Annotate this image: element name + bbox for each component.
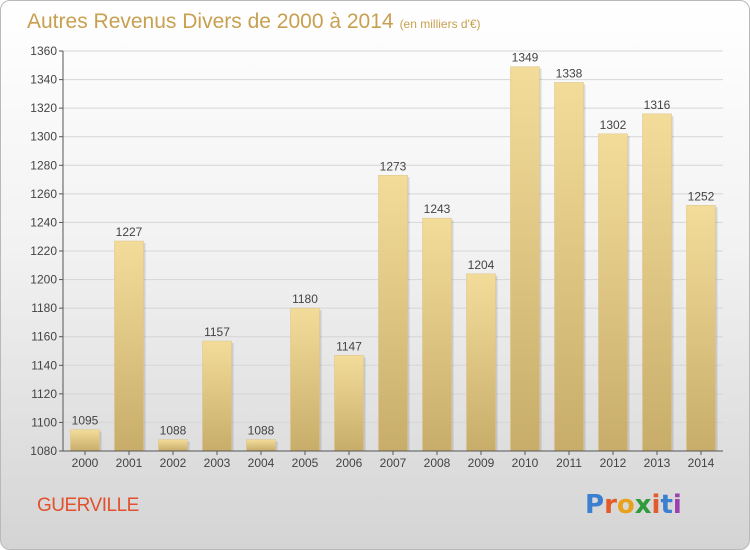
logo-letter: i <box>651 490 661 520</box>
y-tick-label: 1220 <box>30 244 57 258</box>
y-tick-label: 1100 <box>31 415 57 429</box>
axes: 1080 1100 1120 1140 1160 1180 1200 1220 1240 1260… <box>30 44 723 470</box>
y-tick-label: 1240 <box>30 215 57 229</box>
bar-2007 <box>378 175 408 452</box>
y-tick-label: 1140 <box>31 358 57 372</box>
data-label: 1338 <box>556 66 583 80</box>
y-tick-label: 1280 <box>30 158 57 172</box>
data-labels: 1095 1227 1088 1157 1088 1180 1147 1273 1243 1204… <box>72 51 715 438</box>
data-label: 1088 <box>160 424 187 438</box>
x-tick-label: 2005 <box>292 456 319 470</box>
data-label: 1095 <box>72 414 99 428</box>
logo-letter: o <box>616 490 635 520</box>
x-tick-label: 2011 <box>556 456 582 470</box>
data-label: 1302 <box>600 118 627 132</box>
data-label: 1227 <box>116 225 143 239</box>
x-tick-label: 2000 <box>72 456 99 470</box>
bar-2014 <box>686 205 716 452</box>
y-tick-label: 1260 <box>30 187 57 201</box>
bar-2001 <box>114 240 144 452</box>
bar-2011 <box>554 82 584 452</box>
data-label: 1273 <box>380 159 407 173</box>
x-tick-label: 2008 <box>424 456 451 470</box>
y-tick-label: 1080 <box>30 444 57 458</box>
bar-2004 <box>246 439 276 452</box>
y-tick-label: 1320 <box>30 101 57 115</box>
bar-2012 <box>598 133 628 452</box>
bar-2003 <box>202 340 232 452</box>
x-tick-label: 2007 <box>380 456 407 470</box>
y-tick-label: 1360 <box>30 44 57 58</box>
data-label: 1157 <box>204 325 230 339</box>
logo-letter: r <box>604 490 617 520</box>
bar-2008 <box>422 217 452 452</box>
bars <box>70 66 718 452</box>
y-tick-label: 1120 <box>31 387 57 401</box>
commune-name: GUERVILLE <box>37 495 139 516</box>
y-tick-label: 1160 <box>31 330 57 344</box>
x-tick-label: 2004 <box>248 456 275 470</box>
chart-title: Autres Revenus Divers de 2000 à 2014 (en … <box>27 10 481 34</box>
x-tick-label: 2013 <box>644 456 671 470</box>
x-tick-label: 2006 <box>336 456 363 470</box>
data-label: 1088 <box>248 424 275 438</box>
data-label: 1180 <box>292 292 318 306</box>
data-label: 1147 <box>336 339 362 353</box>
bar-2010 <box>510 66 540 452</box>
logo-letter: t <box>660 490 673 520</box>
data-label: 1316 <box>644 98 671 112</box>
bar-2005 <box>290 307 320 452</box>
x-tick-label: 2012 <box>600 456 627 470</box>
bar-2009 <box>466 273 496 452</box>
y-tick-label: 1340 <box>30 73 57 87</box>
bar-2006 <box>334 355 364 452</box>
bar-2013 <box>642 113 672 452</box>
chart-subtitle: (en milliers d'€) <box>399 17 481 31</box>
x-tick-label: 2002 <box>160 456 187 470</box>
x-tick-label: 2010 <box>512 456 539 470</box>
y-tick-label: 1180 <box>31 301 57 315</box>
data-label: 1252 <box>688 189 715 203</box>
bar-2002 <box>158 439 188 452</box>
x-tick-label: 2014 <box>688 456 715 470</box>
bar-2000 <box>70 429 100 452</box>
data-label: 1243 <box>424 202 451 216</box>
logo-letter: P <box>585 490 605 520</box>
x-tick-label: 2009 <box>468 456 495 470</box>
logo-letter: i <box>672 490 682 520</box>
data-label: 1204 <box>468 258 495 272</box>
y-tick-label: 1300 <box>30 130 57 144</box>
logo-letter: x <box>634 490 652 520</box>
x-tick-label: 2003 <box>204 456 231 470</box>
y-tick-label: 1200 <box>30 273 57 287</box>
x-tick-label: 2001 <box>116 456 143 470</box>
data-label: 1349 <box>512 51 539 65</box>
chart-title-text: Autres Revenus Divers de 2000 à 2014 <box>27 10 394 33</box>
proxiti-logo: Proxiti <box>585 490 682 520</box>
